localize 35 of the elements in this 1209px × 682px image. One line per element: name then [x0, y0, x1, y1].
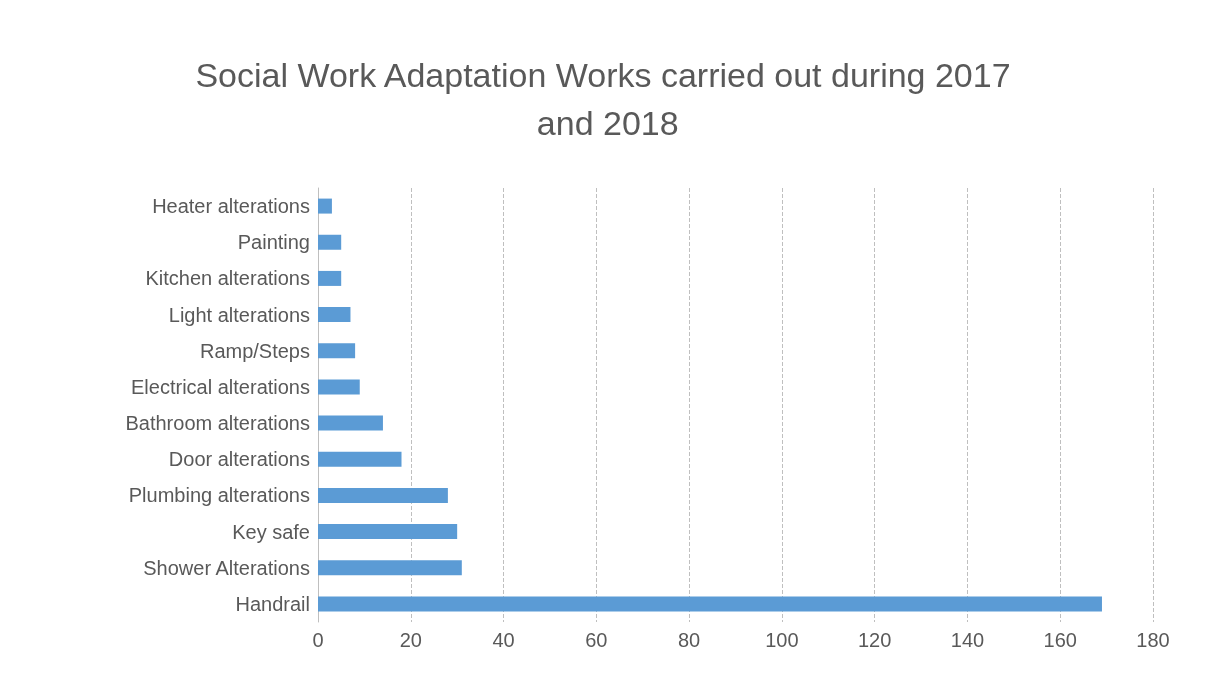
bar	[318, 487, 448, 503]
x-tick-label: 160	[1043, 629, 1077, 651]
y-tick-label: Light alterations	[168, 303, 310, 326]
chart-title: Social Work Adaptation Works carried out during 2017 and 2018	[195, 56, 1011, 142]
x-tick-label: 180	[1136, 629, 1170, 651]
bar	[318, 451, 402, 467]
x-tick-label: 80	[677, 629, 701, 651]
y-tick-label: Kitchen alterations	[145, 267, 310, 290]
bar	[318, 596, 1102, 612]
x-tick-label: 20	[399, 629, 422, 651]
x-tick-label: 40	[492, 629, 515, 651]
bar	[318, 343, 356, 359]
y-tick-label: Handrail	[235, 592, 310, 615]
x-tick-label: 100	[765, 629, 799, 651]
y-tick-label: Ramp/Steps	[199, 339, 310, 362]
bar	[318, 379, 360, 395]
bar	[318, 560, 462, 576]
bar	[318, 307, 351, 323]
y-tick-label: Painting	[237, 231, 310, 254]
y-tick-label: Key safe	[232, 520, 310, 543]
x-tick-label: 120	[857, 629, 892, 651]
bar	[318, 415, 383, 431]
bar	[318, 234, 342, 250]
x-tick-label: 140	[950, 629, 985, 651]
y-tick-label: Bathroom alterations	[125, 412, 310, 435]
bar	[318, 524, 458, 540]
y-tick-label: Plumbing alterations	[128, 484, 310, 507]
y-tick-label: Door alterations	[168, 448, 310, 471]
bar	[318, 270, 342, 286]
y-tick-label: Electrical alterations	[131, 375, 310, 398]
x-tick-label: 0	[312, 629, 324, 651]
bar	[318, 198, 332, 214]
x-tick-label: 60	[585, 629, 608, 651]
y-tick-label: Shower Alterations	[143, 556, 310, 579]
y-tick-label: Heater alterations	[152, 195, 310, 218]
